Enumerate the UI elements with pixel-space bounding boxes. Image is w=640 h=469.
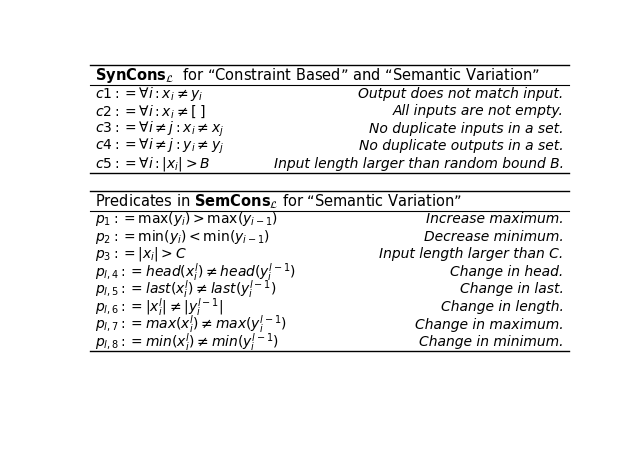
Text: Change in last.: Change in last. xyxy=(460,282,564,296)
Text: Input length larger than random bound B.: Input length larger than random bound B. xyxy=(273,157,564,171)
Text: Change in minimum.: Change in minimum. xyxy=(419,335,564,349)
Text: $p_{l,5} := last(x_i^l) \neq last(y_i^{l-1})$: $p_{l,5} := last(x_i^l) \neq last(y_i^{l… xyxy=(95,279,276,301)
Text: $\mathbf{SynCons}_{\mathcal{L}}$  for “Constraint Based” and “Semantic Variation: $\mathbf{SynCons}_{\mathcal{L}}$ for “Co… xyxy=(95,66,540,84)
Text: No duplicate inputs in a set.: No duplicate inputs in a set. xyxy=(369,122,564,136)
Text: All inputs are not empty.: All inputs are not empty. xyxy=(393,105,564,119)
Text: $p_{l,6} := |x_i^l| \neq |y_i^{l-1}|$: $p_{l,6} := |x_i^l| \neq |y_i^{l-1}|$ xyxy=(95,296,223,318)
Text: $p_{l,4} := head(x_i^l) \neq head(y_i^{l-1})$: $p_{l,4} := head(x_i^l) \neq head(y_i^{l… xyxy=(95,261,296,283)
Text: $p_1 := \max(y_i) > \max(y_{i-1})$: $p_1 := \max(y_i) > \max(y_{i-1})$ xyxy=(95,211,278,228)
Text: $c5 := \forall i : |x_i| > B$: $c5 := \forall i : |x_i| > B$ xyxy=(95,155,210,173)
Text: Change in maximum.: Change in maximum. xyxy=(415,318,564,332)
Text: $c3 := \forall i \neq j : x_i \neq x_j$: $c3 := \forall i \neq j : x_i \neq x_j$ xyxy=(95,119,224,139)
Text: Change in length.: Change in length. xyxy=(441,300,564,314)
Text: Change in head.: Change in head. xyxy=(451,265,564,279)
Text: Increase maximum.: Increase maximum. xyxy=(426,212,564,227)
Text: Predicates in $\mathbf{SemCons}_{\mathcal{L}}$ for “Semantic Variation”: Predicates in $\mathbf{SemCons}_{\mathca… xyxy=(95,192,462,210)
Text: $c1 := \forall i : x_i \neq y_i$: $c1 := \forall i : x_i \neq y_i$ xyxy=(95,85,203,103)
Text: $c4 := \forall i \neq j : y_i \neq y_j$: $c4 := \forall i \neq j : y_i \neq y_j$ xyxy=(95,137,224,156)
Text: $p_3 := |x_i| > C$: $p_3 := |x_i| > C$ xyxy=(95,245,187,264)
Text: Input length larger than C.: Input length larger than C. xyxy=(380,248,564,261)
Text: Output does not match input.: Output does not match input. xyxy=(358,87,564,101)
Text: Decrease minimum.: Decrease minimum. xyxy=(424,230,564,244)
Text: $p_2 := \min(y_i) < \min(y_{i-1})$: $p_2 := \min(y_i) < \min(y_{i-1})$ xyxy=(95,228,270,246)
Text: $p_{l,8} := min(x_i^l) \neq min(y_i^{l-1})$: $p_{l,8} := min(x_i^l) \neq min(y_i^{l-1… xyxy=(95,331,279,353)
Text: $p_{l,7} := max(x_i^l) \neq max(y_i^{l-1})$: $p_{l,7} := max(x_i^l) \neq max(y_i^{l-1… xyxy=(95,314,287,335)
Text: No duplicate outputs in a set.: No duplicate outputs in a set. xyxy=(359,139,564,153)
Text: $c2 := \forall i : x_i \neq [\;]$: $c2 := \forall i : x_i \neq [\;]$ xyxy=(95,103,205,120)
